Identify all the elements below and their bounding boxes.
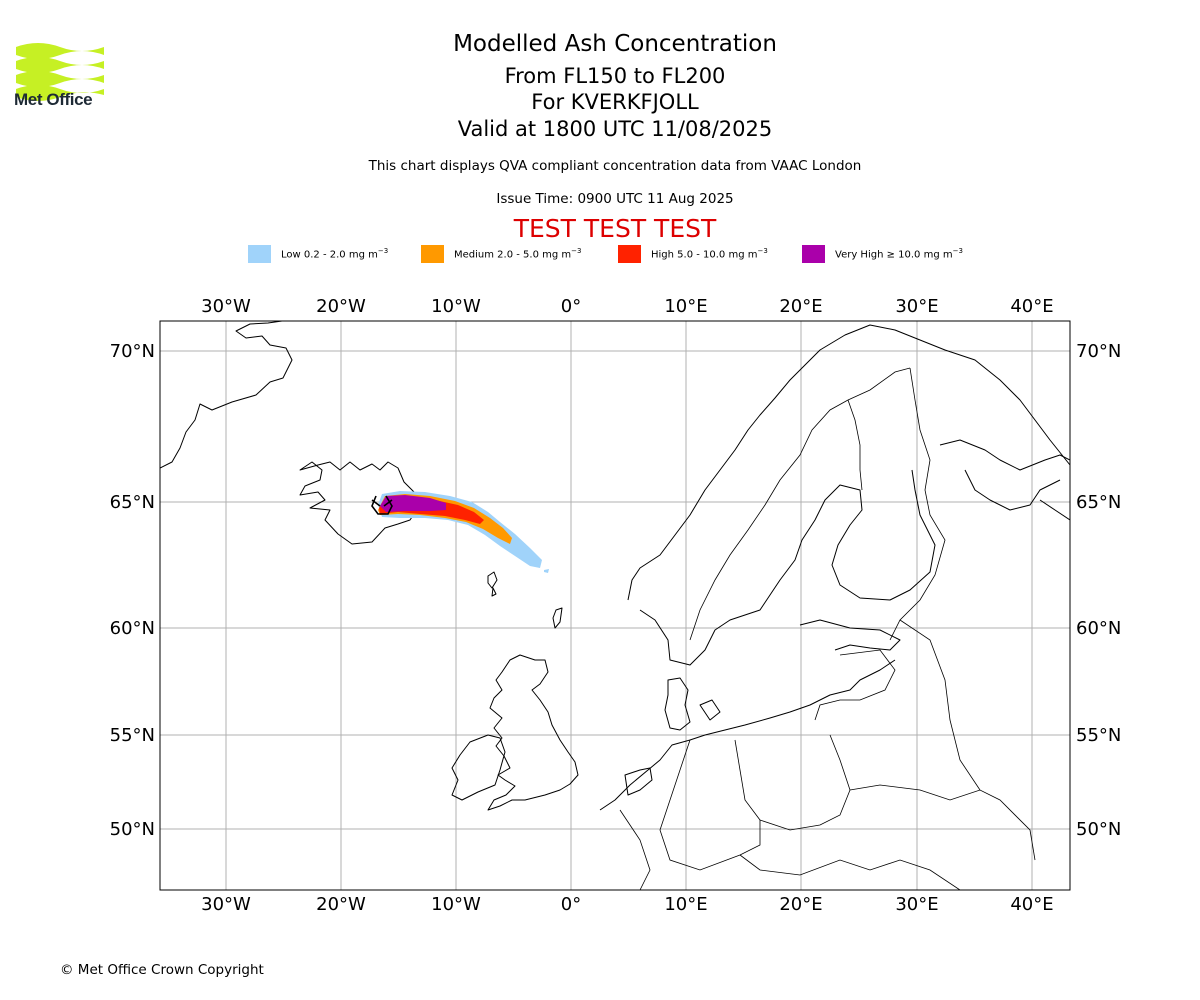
coastlines (160, 321, 1070, 811)
coastline-great-britain (487, 654, 579, 811)
legend-label-medium: Medium 2.0 - 5.0 mg m (454, 249, 572, 261)
legend: Low 0.2 - 2.0 mg m−3 Medium 2.0 - 5.0 mg… (0, 244, 1200, 264)
coastline-netherlands (624, 767, 653, 796)
gridlines (160, 321, 1070, 890)
border-finland-russia (889, 367, 946, 641)
legend-unit-exponent: −3 (952, 247, 963, 256)
lat-label: 65°N (110, 492, 155, 513)
legend-swatch-low (248, 245, 271, 263)
lon-label: 20°W (316, 894, 366, 915)
lon-label: 20°E (779, 296, 822, 317)
lon-label: 30°W (201, 296, 251, 317)
legend-item-medium: Medium 2.0 - 5.0 mg m−3 (421, 244, 581, 264)
borders (619, 367, 1036, 890)
flight-level-range: From FL150 to FL200 (504, 64, 726, 88)
legend-swatch-high (618, 245, 641, 263)
logo-text: Met Office (14, 90, 93, 109)
map-frame (159, 320, 1071, 891)
coastline-shetland (552, 607, 563, 629)
lon-label: 30°E (895, 894, 938, 915)
legend-item-very-high: Very High ≥ 10.0 mg m−3 (802, 244, 963, 264)
lat-label: 60°N (110, 618, 155, 639)
lon-label: 10°W (431, 296, 481, 317)
ash-plume (378, 491, 549, 573)
lat-label: 65°N (1076, 492, 1121, 513)
lon-label: 0° (561, 894, 581, 915)
lon-label: 20°W (316, 296, 366, 317)
legend-item-high: High 5.0 - 10.0 mg m−3 (618, 244, 768, 264)
lat-label: 50°N (110, 819, 155, 840)
border-poland (734, 734, 851, 831)
lon-label: 30°E (895, 296, 938, 317)
chart-title: Modelled Ash Concentration (453, 31, 777, 57)
border-russia (899, 619, 981, 791)
lon-label: 10°W (431, 894, 481, 915)
lon-labels-bottom: 30°W 20°W 10°W 0° 10°E 20°E 30°E 40°E (201, 894, 1053, 915)
border-central-europe (739, 854, 961, 890)
border-norway-sweden (689, 367, 911, 641)
coastline-iceland (299, 461, 419, 545)
lon-labels-top: 30°W 20°W 10°W 0° 10°E 20°E 30°E 40°E (201, 296, 1053, 317)
lon-label: 0° (561, 296, 581, 317)
legend-unit-exponent: −3 (571, 247, 582, 256)
border-germany (659, 739, 761, 871)
coastline-ireland (451, 734, 506, 801)
lat-label: 55°N (1076, 725, 1121, 746)
chart-description: This chart displays QVA compliant concen… (368, 158, 862, 174)
border-baltics (814, 649, 896, 721)
legend-label-low: Low 0.2 - 2.0 mg m (281, 249, 378, 261)
legend-label-very-high: Very High ≥ 10.0 mg m (835, 249, 953, 261)
lon-label: 40°E (1010, 894, 1053, 915)
lat-labels-left: 70°N 65°N 60°N 55°N 50°N (110, 341, 155, 840)
coastline-scandinavia (627, 324, 1070, 601)
border-france (619, 809, 651, 890)
legend-label-high: High 5.0 - 10.0 mg m (651, 249, 758, 261)
coastline-kola (939, 439, 1070, 471)
coastline-white-sea (964, 469, 1061, 511)
ash-very-high (380, 495, 446, 512)
coastline-faroe (487, 571, 498, 597)
legend-item-low: Low 0.2 - 2.0 mg m−3 (248, 244, 388, 264)
volcano-name: For KVERKFJOLL (531, 90, 699, 114)
coastline-greenland (160, 321, 293, 469)
coastline-novaya (1039, 499, 1070, 521)
lat-label: 70°N (1076, 341, 1121, 362)
lon-label: 40°E (1010, 296, 1053, 317)
met-office-logo (16, 43, 104, 101)
coastline-denmark (664, 677, 721, 731)
border-belarus-ukraine (849, 784, 1036, 861)
legend-unit-exponent: −3 (757, 247, 768, 256)
lon-label: 30°W (201, 894, 251, 915)
border-sweden-finland (847, 399, 863, 491)
lat-label: 50°N (1076, 819, 1121, 840)
ash-low-detached (544, 569, 549, 573)
coastline-europe-north (599, 659, 896, 811)
volcano-outline (371, 495, 393, 515)
lat-label: 55°N (110, 725, 155, 746)
test-banner: TEST TEST TEST (513, 214, 717, 243)
lon-label: 20°E (779, 894, 822, 915)
lon-label: 10°E (664, 296, 707, 317)
issue-time: Issue Time: 0900 UTC 11 Aug 2025 (496, 191, 734, 207)
volcano-crater (371, 499, 393, 507)
volcano-marker (371, 495, 393, 515)
lat-label: 70°N (110, 341, 155, 362)
valid-time: Valid at 1800 UTC 11/08/2025 (457, 117, 773, 141)
lat-labels-right: 70°N 65°N 60°N 55°N 50°N (1076, 341, 1121, 840)
lon-label: 10°E (664, 894, 707, 915)
legend-swatch-medium (421, 245, 444, 263)
legend-swatch-very-high (802, 245, 825, 263)
coastline-baltic (639, 469, 936, 666)
legend-unit-exponent: −3 (377, 247, 389, 256)
copyright: © Met Office Crown Copyright (60, 962, 264, 978)
coastline-gulf-of-finland (799, 619, 901, 651)
lat-label: 60°N (1076, 618, 1121, 639)
